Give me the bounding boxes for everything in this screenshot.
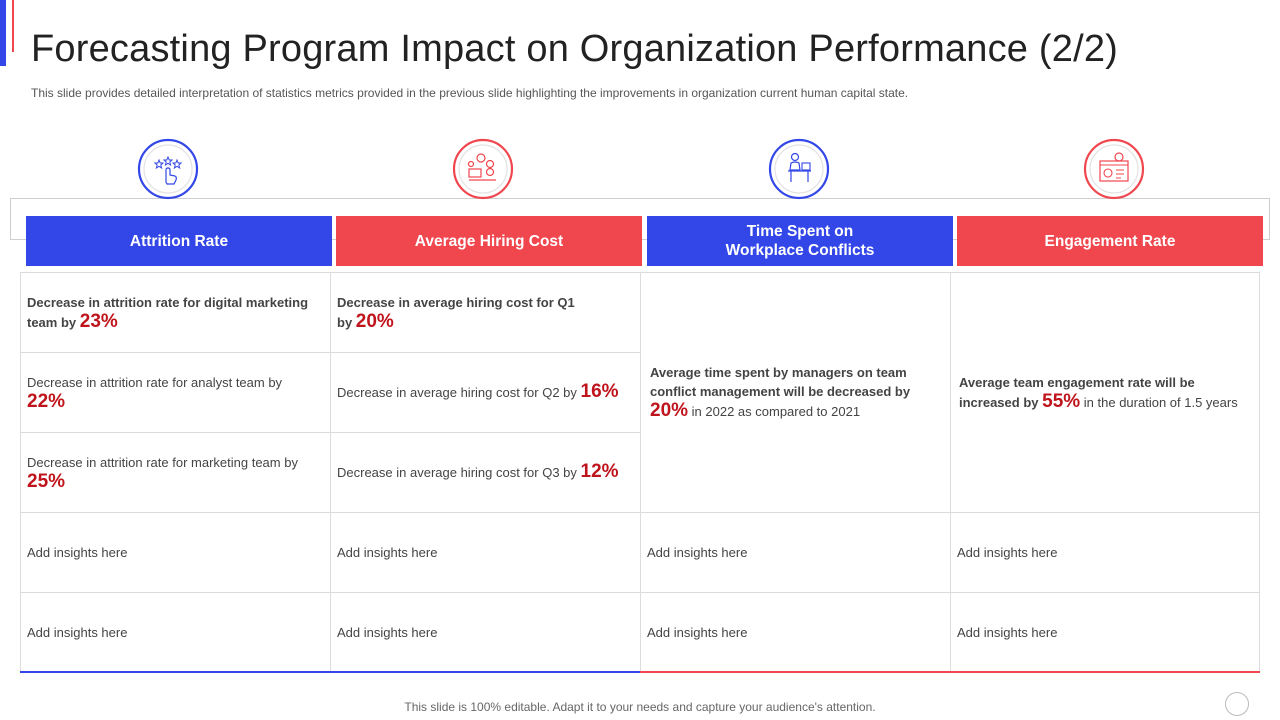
- footer-note: This slide is 100% editable. Adapt it to…: [404, 700, 876, 714]
- header-average-hiring-cost: Average Hiring Cost: [336, 216, 642, 266]
- column-divider: [950, 272, 951, 672]
- hiring-cell-1: Decrease in average hiring cost for Q1 b…: [330, 272, 640, 352]
- attrition-cell-3: Decrease in attrition rate for marketing…: [20, 432, 330, 512]
- rating-hand-icon: [137, 138, 199, 200]
- column-divider: [330, 272, 331, 672]
- bottom-border-blue: [20, 671, 640, 673]
- insight-cell[interactable]: Add insights here: [647, 544, 748, 560]
- column-divider: [640, 272, 641, 672]
- engagement-value: 55%: [1042, 390, 1081, 412]
- page-subtitle: This slide provides detailed interpretat…: [31, 86, 909, 100]
- insight-cell[interactable]: Add insights here: [27, 544, 128, 560]
- conflicts-text: Average time spent by managers on team c…: [650, 365, 911, 399]
- header-attrition-rate: Attrition Rate: [26, 216, 332, 266]
- engagement-text-after: in the duration of 1.5 years: [1083, 394, 1238, 410]
- engagement-cell: Average team engagement rate will be inc…: [950, 272, 1260, 512]
- hiring-value-2: 16%: [580, 381, 619, 402]
- attrition-cell-1: Decrease in attrition rate for digital m…: [20, 272, 330, 352]
- attrition-value-3: 25%: [27, 470, 66, 492]
- accent-bar-blue: [0, 0, 6, 66]
- engagement-text: Average team engagement rate will be inc…: [959, 374, 1195, 410]
- page-title: Forecasting Program Impact on Organizati…: [31, 28, 1119, 70]
- attrition-text-1: Decrease in attrition rate for digital m…: [27, 294, 309, 330]
- attrition-cell-2: Decrease in attrition rate for analyst t…: [20, 352, 330, 432]
- attrition-text-3: Decrease in attrition rate for marketing…: [27, 454, 298, 470]
- insight-cell[interactable]: Add insights here: [337, 544, 438, 560]
- accent-bar-red: [12, 0, 14, 52]
- conflicts-cell: Average time spent by managers on team c…: [640, 272, 950, 512]
- attrition-text-2: Decrease in attrition rate for analyst t…: [27, 374, 283, 390]
- hiring-text-2: Decrease in average hiring cost for Q2 b…: [337, 385, 577, 400]
- conflicts-value: 20%: [650, 400, 689, 421]
- engagement-dashboard-icon: [1083, 138, 1145, 200]
- insight-cell[interactable]: Add insights here: [957, 544, 1058, 560]
- slide-nav-circle[interactable]: [1225, 692, 1249, 716]
- row-divider: [20, 352, 640, 353]
- insight-cell[interactable]: Add insights here: [27, 624, 128, 640]
- hiring-cost-icon: [452, 138, 514, 200]
- conflicts-text-after: in 2022 as compared to 2021: [691, 404, 861, 419]
- bottom-border-red: [640, 671, 1260, 673]
- hiring-value-1: 20%: [355, 310, 394, 332]
- row-divider: [20, 592, 1260, 593]
- attrition-value-1: 23%: [79, 310, 118, 332]
- hiring-cell-3: Decrease in average hiring cost for Q3 b…: [330, 432, 640, 512]
- row-divider: [20, 512, 1260, 513]
- row-divider: [20, 432, 640, 433]
- hiring-text-1: Decrease in average hiring cost for Q1 b…: [337, 294, 575, 330]
- insight-cell[interactable]: Add insights here: [337, 624, 438, 640]
- insight-cell[interactable]: Add insights here: [647, 624, 748, 640]
- attrition-value-2: 22%: [27, 390, 66, 412]
- manager-desk-icon: [768, 138, 830, 200]
- header-time-spent-conflicts: Time Spent on Workplace Conflicts: [647, 216, 953, 266]
- hiring-text-3: Decrease in average hiring cost for Q3 b…: [337, 465, 577, 480]
- hiring-cell-2: Decrease in average hiring cost for Q2 b…: [330, 352, 640, 432]
- header-engagement-rate: Engagement Rate: [957, 216, 1263, 266]
- insight-cell[interactable]: Add insights here: [957, 624, 1058, 640]
- hiring-value-3: 12%: [580, 461, 619, 482]
